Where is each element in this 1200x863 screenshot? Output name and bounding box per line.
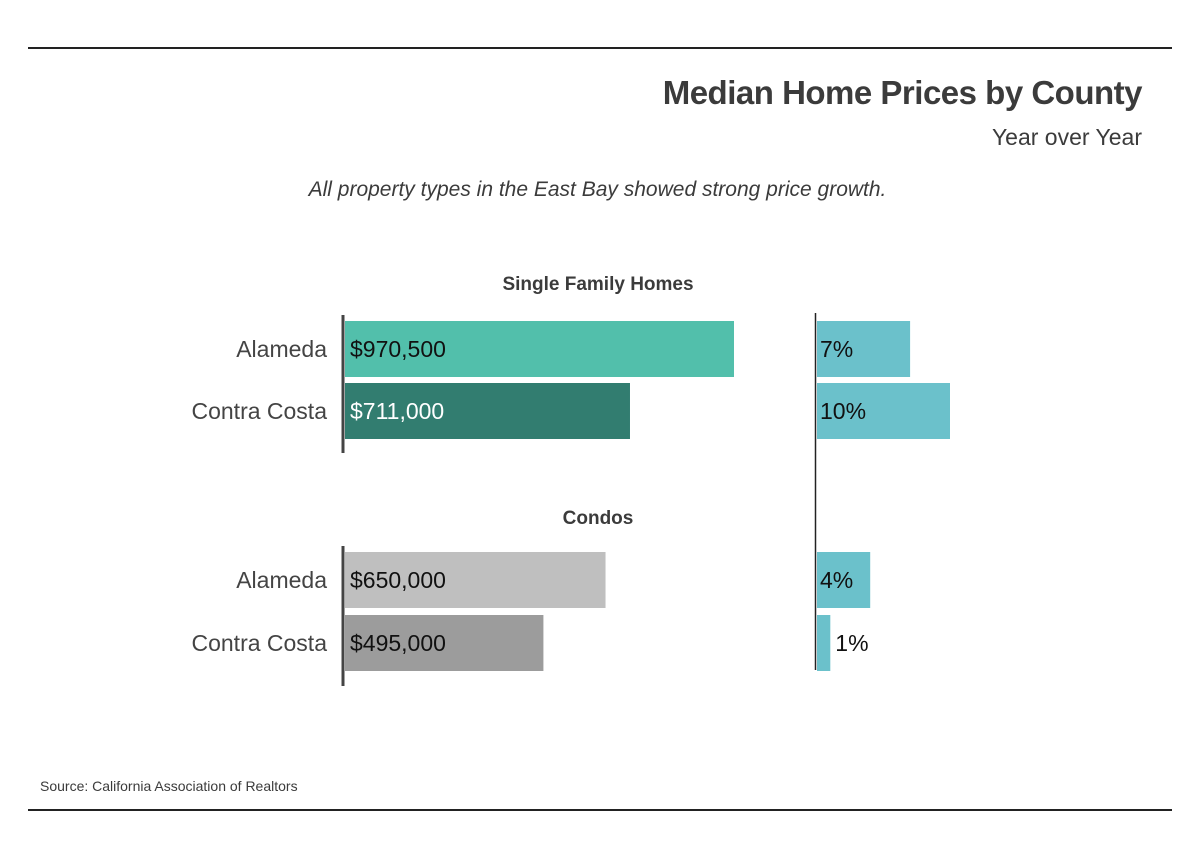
chart-title: Median Home Prices by County — [662, 74, 1143, 111]
price-value-label: $650,000 — [350, 567, 446, 593]
chart-subtitle: Year over Year — [991, 124, 1142, 150]
growth-value-label: 10% — [820, 398, 866, 424]
price-bar — [345, 552, 606, 608]
price-value-label: $711,000 — [350, 398, 444, 424]
price-value-label: $970,500 — [350, 336, 446, 362]
growth-value-label: 4% — [820, 567, 853, 593]
category-label: Contra Costa — [191, 398, 327, 424]
growth-value-label: 1% — [835, 630, 868, 656]
growth-bar — [817, 552, 871, 608]
price-bar — [345, 615, 544, 671]
price-bar — [345, 321, 734, 377]
growth-bar — [817, 383, 950, 439]
category-label: Contra Costa — [191, 630, 327, 656]
price-value-label: $495,000 — [350, 630, 446, 656]
group-label: Single Family Homes — [502, 274, 693, 295]
category-label: Alameda — [236, 336, 327, 362]
growth-bar — [817, 321, 911, 377]
group-label: Condos — [563, 508, 634, 529]
top-rule — [28, 47, 1172, 49]
chart-note: All property types in the East Bay showe… — [308, 178, 887, 201]
growth-bar — [817, 615, 831, 671]
bottom-rule — [28, 809, 1172, 811]
price-bar — [345, 383, 630, 439]
category-label: Alameda — [236, 567, 327, 593]
growth-value-label: 7% — [820, 336, 853, 362]
source-note: Source: California Association of Realto… — [40, 778, 298, 794]
